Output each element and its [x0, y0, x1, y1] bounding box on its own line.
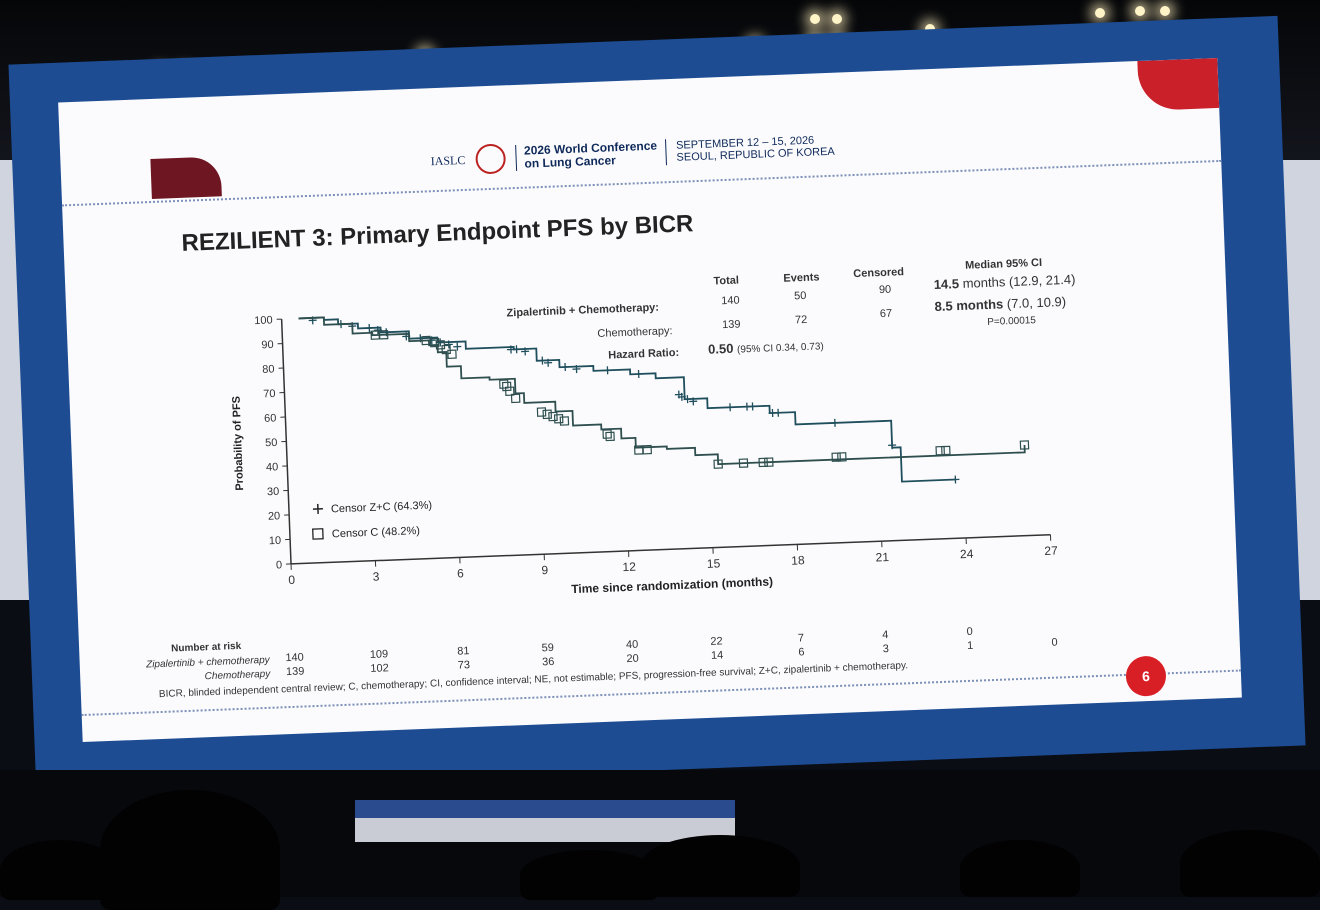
audience-head — [960, 840, 1080, 897]
y-tick-label: 40 — [266, 461, 279, 473]
censor-mark-plus — [774, 409, 782, 417]
km-curve-zc — [298, 293, 955, 504]
risk-value: 140 — [284, 651, 304, 664]
plot-curves — [298, 289, 1029, 508]
risk-table-title: Number at risk — [171, 641, 241, 655]
y-tick-label: 70 — [263, 388, 276, 400]
risk-value: 109 — [369, 648, 389, 661]
audience-head — [640, 835, 800, 897]
y-tick-label: 60 — [264, 412, 277, 424]
censor-mark-square — [942, 446, 950, 454]
presentation-slide: IASLC 2026 World Conference on Lung Canc… — [58, 58, 1242, 742]
audience-head — [0, 840, 120, 900]
legend-marker-square — [313, 529, 323, 539]
risk-value: 4 — [875, 629, 895, 642]
y-tick-label: 80 — [262, 363, 275, 375]
page-number-badge: 6 — [1125, 655, 1167, 697]
audience-head — [1180, 830, 1320, 897]
risk-value: 40 — [622, 638, 642, 651]
x-tick-label: 6 — [457, 566, 465, 580]
legend-label: Censor C (48.2%) — [332, 525, 420, 540]
audience-head — [520, 850, 660, 900]
censor-mark-plus — [748, 402, 756, 410]
y-tick-label: 30 — [267, 486, 280, 498]
legend-marker-plus — [313, 504, 323, 514]
censor-mark-square — [560, 417, 568, 425]
x-tick-label: 21 — [875, 550, 889, 565]
risk-value: 0 — [959, 626, 979, 639]
x-tick-label: 24 — [960, 547, 974, 562]
risk-value: 1 — [960, 640, 980, 653]
risk-value: 3 — [876, 643, 896, 656]
risk-value: 139 — [285, 665, 305, 678]
y-tick-label: 100 — [254, 314, 273, 327]
legend-label: Censor Z+C (64.3%) — [331, 500, 433, 516]
x-axis-line — [291, 535, 1050, 564]
risk-value: 73 — [454, 659, 474, 672]
censor-mark-plus — [831, 419, 839, 427]
stage-light — [832, 14, 842, 24]
y-tick-label: 90 — [261, 339, 274, 351]
x-axis-label: Time since randomization (months) — [571, 574, 773, 596]
x-tick-label: 9 — [541, 563, 549, 577]
y-tick-label: 0 — [276, 559, 283, 571]
stage-light — [810, 14, 820, 24]
risk-value: 22 — [706, 635, 726, 648]
risk-value: 7 — [791, 632, 811, 645]
censor-mark-square — [543, 410, 551, 418]
stage-light — [1135, 6, 1145, 16]
censor-mark-square — [448, 350, 456, 358]
risk-value: 81 — [453, 645, 473, 658]
censor-mark-plus — [603, 366, 611, 374]
speaker-panel-banner — [355, 800, 735, 818]
risk-value: 14 — [707, 649, 727, 662]
risk-value: 20 — [622, 652, 642, 665]
plot-legend: Censor Z+C (64.3%) Censor C (48.2%) — [312, 500, 434, 542]
censor-mark-plus — [635, 370, 643, 378]
x-tick-label: 18 — [791, 553, 805, 568]
audience-head — [100, 790, 280, 910]
risk-value: 0 — [1044, 636, 1064, 649]
y-axis-label: Probability of PFS — [231, 396, 247, 491]
x-tick-label: 3 — [372, 570, 380, 584]
km-curve-c — [298, 291, 1024, 480]
y-tick-label: 20 — [268, 510, 281, 522]
censor-mark-plus — [726, 403, 734, 411]
risk-value: 36 — [538, 656, 558, 669]
censor-mark-square — [503, 382, 511, 390]
censor-mark-square — [549, 412, 557, 420]
y-tick-label: 10 — [269, 535, 282, 547]
x-tick-label: 12 — [622, 560, 636, 575]
censor-mark-plus — [561, 363, 569, 371]
risk-value: 6 — [791, 646, 811, 659]
x-tick-label: 0 — [288, 573, 296, 587]
censor-mark-square — [603, 430, 611, 438]
stage-light — [1160, 6, 1170, 16]
x-tick-label: 15 — [707, 556, 721, 571]
censor-mark-square — [555, 415, 563, 423]
censor-mark-square — [606, 432, 614, 440]
km-plot: 0 3 6 9 12 15 18 21 24 27 0 10 20 30 40 50 60 70 80 90 100 Ti… — [58, 58, 1237, 622]
risk-value: 102 — [369, 662, 389, 675]
censor-mark-square — [936, 447, 944, 455]
x-tick-label: 27 — [1044, 543, 1058, 558]
stage-light — [1095, 8, 1105, 18]
risk-row2-label: Chemotherapy — [110, 669, 270, 686]
censor-mark-plus — [951, 475, 959, 483]
risk-value: 59 — [538, 642, 558, 655]
censor-mark-square — [537, 408, 545, 416]
y-tick-label: 50 — [265, 437, 278, 449]
footnote: BICR, blinded independent central review… — [159, 660, 908, 700]
